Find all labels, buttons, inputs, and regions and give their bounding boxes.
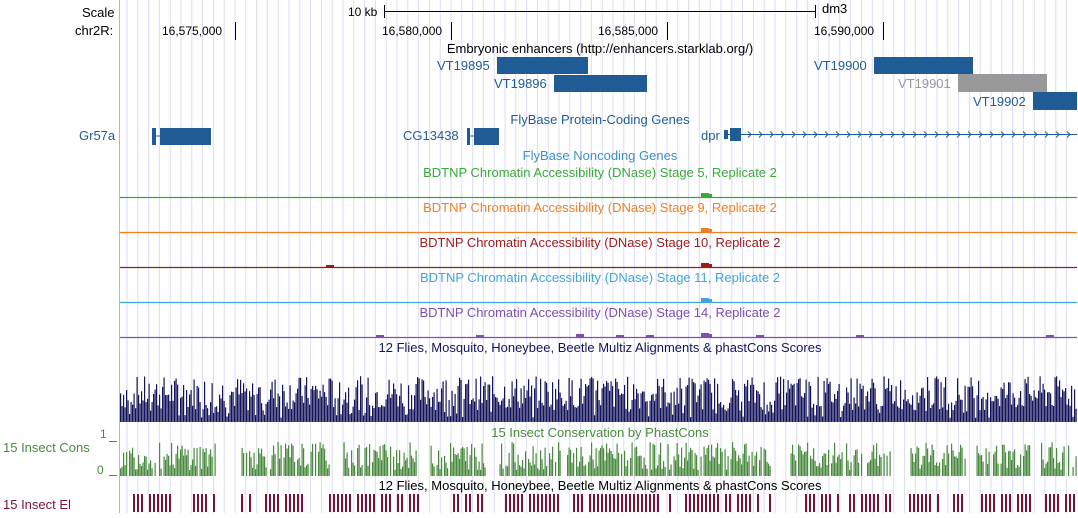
enhancer-feature-vt19902[interactable] [1033,92,1077,110]
enhancer-feature-vt19896[interactable] [554,75,647,92]
elements-track-title: 12 Flies, Mosquito, Honeybee, Beetle Mul… [379,478,822,493]
gene-label-dpr[interactable]: dpr [701,128,720,143]
dnase-stage14-signal[interactable] [120,333,1077,339]
enhancer-feature-vt19895[interactable] [497,57,588,74]
dnase-stage5-title: BDTNP Chromatin Accessibility (DNase) St… [423,165,777,180]
enhancer-feature-vt19901[interactable] [958,74,1047,92]
dnase-stage9-signal[interactable] [120,228,1077,234]
phastcons-track-title: 15 Insect Conservation by PhastCons [491,425,709,440]
noncoding-track-title: FlyBase Noncoding Genes [523,148,678,163]
scale-label: Scale [82,5,115,20]
dnase-stage11-signal[interactable] [120,298,1077,304]
dnase-stage14-title: BDTNP Chromatin Accessibility (DNase) St… [419,305,780,320]
dnase-stage5-signal[interactable] [120,193,1077,199]
phastcons-ymin-label: 0 [97,463,104,477]
conserved-elements-features[interactable] [133,494,1075,512]
gene-dpr[interactable] [724,128,1077,141]
chrom-tick-label: 16,575,000 [162,24,222,38]
vertical-grid-lines [126,0,1068,513]
phastcons-side-label[interactable]: 15 Insect Cons [3,440,90,455]
scale-bar-label: 10 kb [348,5,378,19]
phastcons-signal[interactable] [120,442,1077,476]
dnase-stage10-title: BDTNP Chromatin Accessibility (DNase) St… [419,235,780,250]
enhancer-label-vt19900[interactable]: VT19900 [814,58,867,73]
phastcons-ymax-label: 1 [100,427,107,441]
scale-bar [384,5,816,18]
enhancer-label-vt19902[interactable]: VT19902 [973,94,1026,109]
protein-coding-track-title: FlyBase Protein-Coding Genes [510,112,690,127]
enhancers-track-title: Embryonic enhancers (http://enhancers.st… [447,41,753,56]
dnase-stage9-title: BDTNP Chromatin Accessibility (DNase) St… [423,200,777,215]
multiz-track-title: 12 Flies, Mosquito, Honeybee, Beetle Mul… [379,340,822,355]
dnase-stage11-title: BDTNP Chromatin Accessibility (DNase) St… [420,270,780,285]
enhancer-label-vt19896[interactable]: VT19896 [494,76,547,91]
chrom-label: chr2R: [75,23,113,38]
chrom-ticks: 16,575,000 16,580,000 16,585,000 16,590,… [162,22,884,40]
assembly-label: dm3 [822,1,847,16]
gene-label-gr57a[interactable]: Gr57a [79,128,116,143]
multiz-conservation-signal[interactable] [120,376,1077,422]
chrom-tick-label: 16,590,000 [814,24,874,38]
chrom-tick-label: 16,580,000 [382,24,442,38]
gene-label-cg13438[interactable]: CG13438 [403,128,459,143]
enhancer-label-vt19895[interactable]: VT19895 [437,58,490,73]
enhancer-feature-vt19900[interactable] [874,57,973,74]
enhancer-items[interactable]: VT19895 VT19896 VT19900 VT19901 VT19902 [437,57,1077,110]
dnase-stage10-signal[interactable] [120,263,1077,269]
enhancer-label-vt19901[interactable]: VT19901 [898,76,951,91]
elements-side-label[interactable]: 15 Insect El [3,497,71,512]
gene-gr57a[interactable] [152,128,211,145]
gene-cg13438[interactable] [467,128,499,145]
chrom-tick-label: 16,585,000 [598,24,658,38]
